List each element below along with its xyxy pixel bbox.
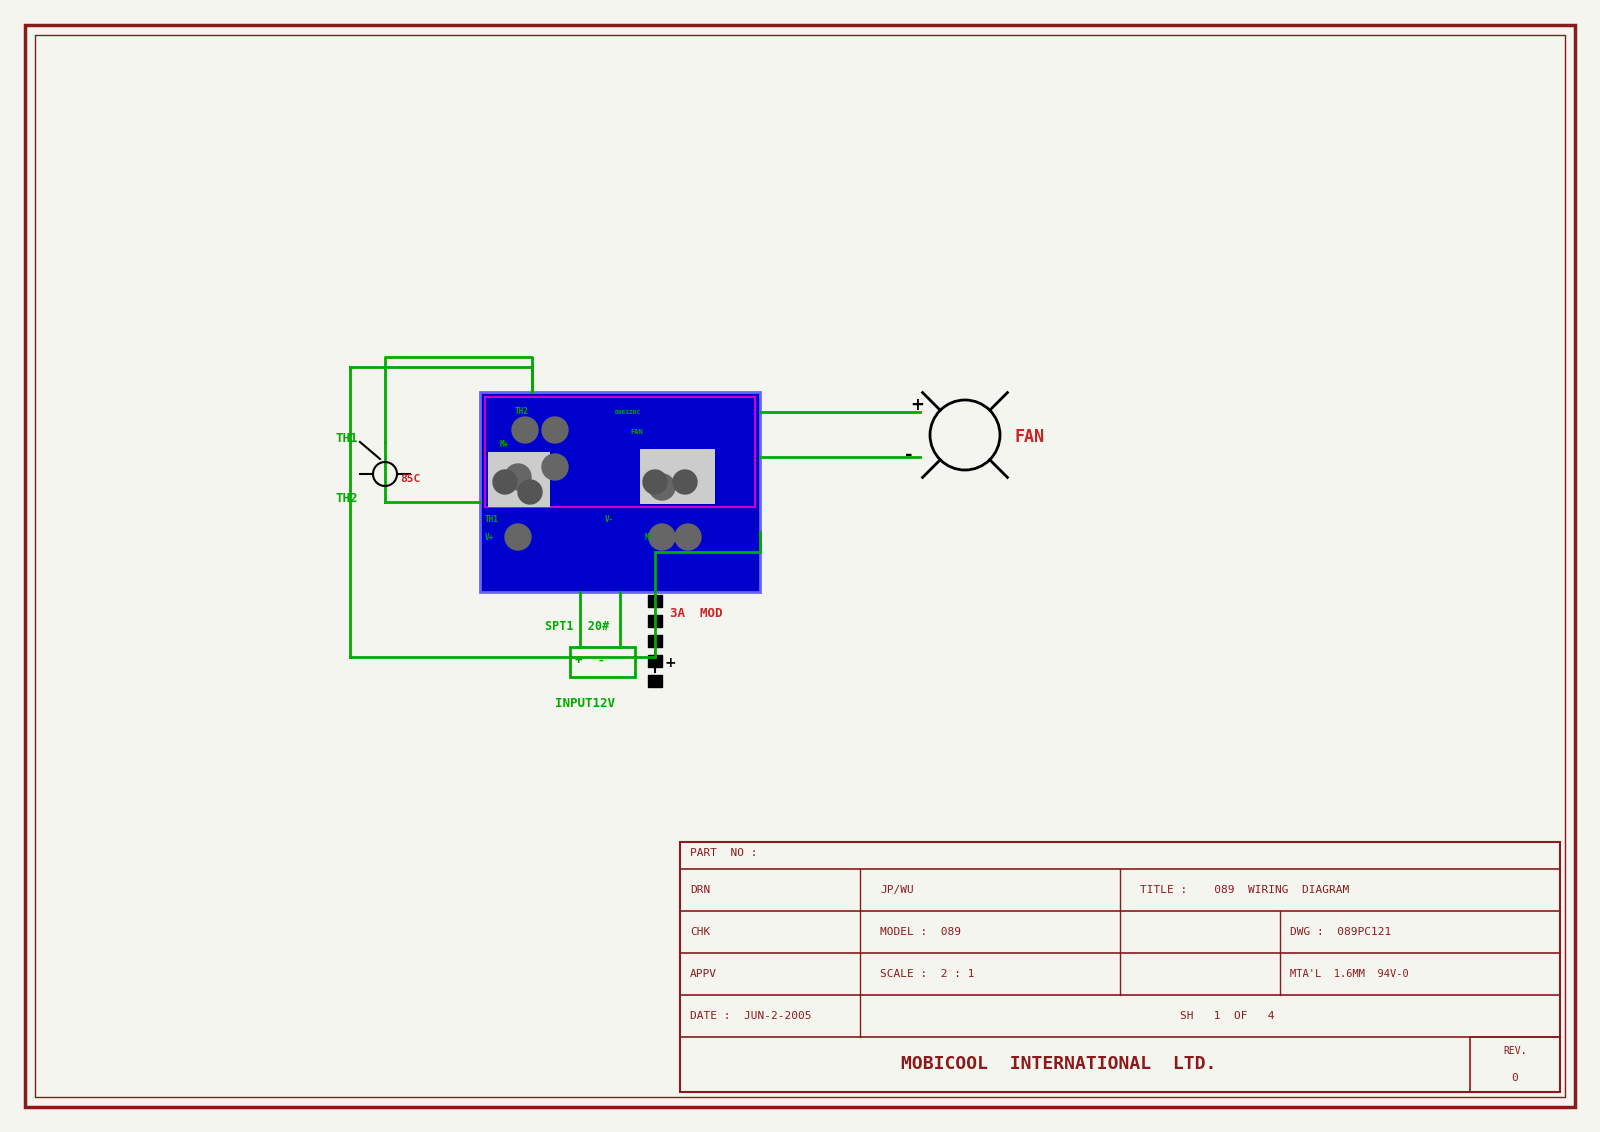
Text: 3A  MOD: 3A MOD: [670, 607, 723, 620]
Text: MTA'L  1.6MM  94V-0: MTA'L 1.6MM 94V-0: [1290, 969, 1408, 979]
Text: FAN: FAN: [630, 429, 643, 435]
Text: APPV: APPV: [690, 969, 717, 979]
Circle shape: [512, 417, 538, 443]
Text: SCALE :  2 : 1: SCALE : 2 : 1: [880, 969, 974, 979]
Bar: [1470, 1037, 1560, 1092]
Text: CHK: CHK: [690, 927, 710, 937]
Text: TH1: TH1: [334, 432, 357, 445]
Bar: [648, 675, 662, 687]
Text: SH   1  OF   4: SH 1 OF 4: [1181, 1011, 1275, 1021]
Circle shape: [674, 470, 698, 494]
Text: REV.: REV.: [1504, 1046, 1526, 1056]
Bar: [485, 397, 755, 507]
Circle shape: [506, 464, 531, 490]
Bar: [648, 595, 662, 607]
Text: TITLE :    089  WIRING  DIAGRAM: TITLE : 089 WIRING DIAGRAM: [1139, 885, 1349, 895]
Circle shape: [650, 474, 675, 500]
Text: SPT1  20#: SPT1 20#: [546, 620, 610, 633]
Bar: [680, 842, 1560, 1092]
Text: V+: V+: [485, 533, 494, 542]
Text: V-: V-: [605, 515, 614, 524]
Text: M-: M-: [645, 533, 654, 542]
Text: INPUT12V: INPUT12V: [555, 697, 614, 710]
Bar: [640, 449, 715, 504]
Bar: [480, 392, 760, 592]
Circle shape: [506, 524, 531, 550]
Text: +: +: [910, 396, 923, 414]
Bar: [648, 615, 662, 627]
Circle shape: [493, 470, 517, 494]
Text: +  -: + -: [574, 654, 605, 667]
Text: 0: 0: [1512, 1073, 1518, 1083]
Bar: [648, 655, 662, 667]
Circle shape: [643, 470, 667, 494]
Bar: [570, 648, 635, 677]
Bar: [488, 452, 550, 507]
Text: MODEL :  089: MODEL : 089: [880, 927, 962, 937]
Bar: [648, 635, 662, 648]
Circle shape: [518, 480, 542, 504]
Text: TH1: TH1: [485, 515, 499, 524]
Text: M+: M+: [499, 440, 509, 449]
Text: FAN: FAN: [1014, 428, 1045, 446]
Text: JP/WU: JP/WU: [880, 885, 914, 895]
Text: MOBICOOL  INTERNATIONAL  LTD.: MOBICOOL INTERNATIONAL LTD.: [901, 1055, 1216, 1073]
Text: 85C: 85C: [400, 474, 421, 484]
Circle shape: [542, 454, 568, 480]
Text: -: -: [906, 446, 912, 464]
Text: DRN: DRN: [690, 885, 710, 895]
Text: DATE :  JUN-2-2005: DATE : JUN-2-2005: [690, 1011, 811, 1021]
Text: DWG :  089PC121: DWG : 089PC121: [1290, 927, 1392, 937]
Text: TH2: TH2: [515, 408, 530, 415]
Text: D9612RC: D9612RC: [614, 410, 642, 415]
Text: TH2: TH2: [334, 492, 357, 505]
Text: PART  NO :: PART NO :: [690, 848, 757, 858]
Circle shape: [675, 524, 701, 550]
Text: +: +: [666, 657, 677, 670]
Circle shape: [650, 524, 675, 550]
Circle shape: [542, 417, 568, 443]
